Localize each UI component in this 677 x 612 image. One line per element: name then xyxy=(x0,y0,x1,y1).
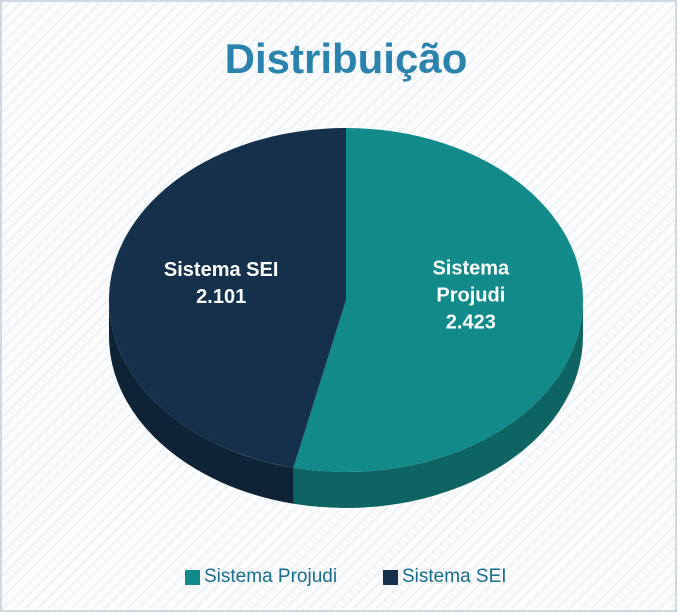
legend-label: Sistema SEI xyxy=(402,566,507,587)
data-label-value: 2.423 xyxy=(445,311,496,334)
legend-item: Sistema Projudi xyxy=(185,566,337,588)
pie xyxy=(108,128,583,508)
data-label: Sistema Projudi 2.423 xyxy=(421,255,521,336)
pie-slice xyxy=(293,128,583,473)
pie-side xyxy=(293,300,583,508)
data-label-category: Sistema SEI xyxy=(163,259,279,282)
data-label-category: Sistema Projudi xyxy=(432,257,510,307)
data-label: Sistema SEI 2.101 xyxy=(146,257,296,311)
legend-item: Sistema SEI xyxy=(383,566,507,588)
pie-side xyxy=(109,300,294,504)
chart-title: Distribuição xyxy=(225,35,468,82)
legend-swatch xyxy=(383,569,398,585)
legend-swatch xyxy=(185,569,200,585)
legend-label: Sistema Projudi xyxy=(204,566,338,587)
pie-slice xyxy=(108,128,346,468)
data-label-value: 2.101 xyxy=(196,286,247,309)
